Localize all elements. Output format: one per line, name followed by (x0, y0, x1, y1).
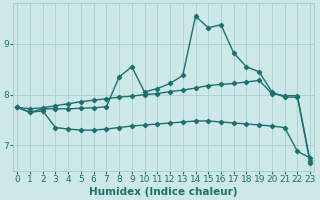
X-axis label: Humidex (Indice chaleur): Humidex (Indice chaleur) (90, 187, 238, 197)
